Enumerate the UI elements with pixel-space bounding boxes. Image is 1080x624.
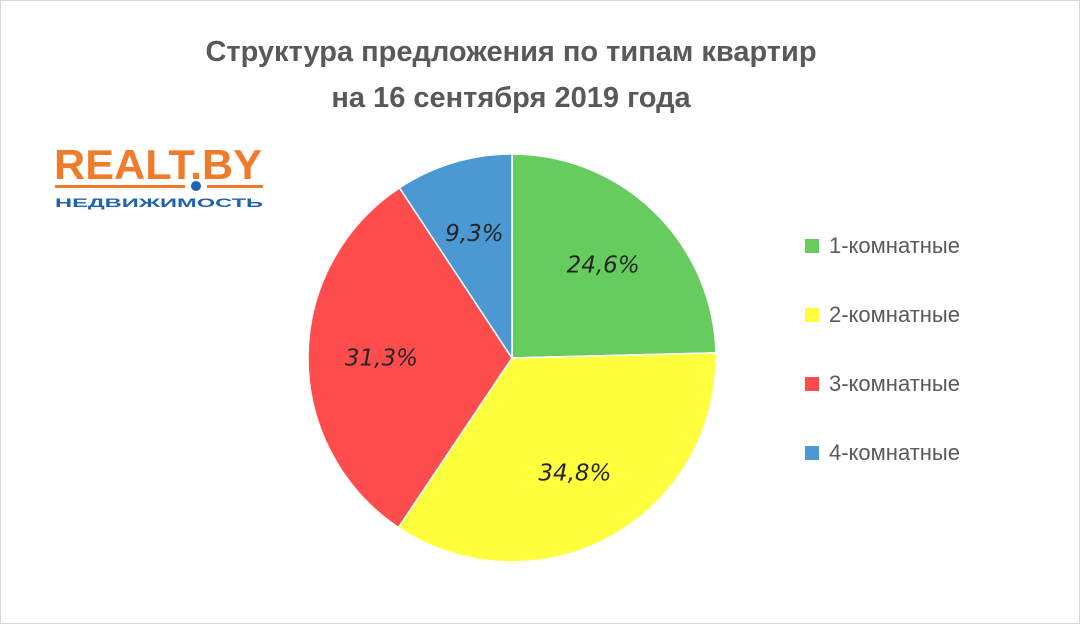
legend-swatch xyxy=(805,239,819,253)
legend-swatch xyxy=(805,377,819,391)
legend-item: 2-комнатные xyxy=(805,300,960,330)
legend-label: 2-комнатные xyxy=(829,302,960,327)
legend-label: 4-комнатные xyxy=(829,440,960,465)
logo-subtitle: НЕДВИЖИМОСТЬ xyxy=(55,196,264,210)
realt-by-logo: REALT.BY НЕДВИЖИМОСТЬ xyxy=(54,141,264,210)
legend-item: 1-комнатные xyxy=(805,231,960,261)
pie-slice xyxy=(398,153,513,361)
chart-title: Структура предложения по типам квартир н… xyxy=(1,29,1021,121)
pie-slice xyxy=(397,352,717,563)
chart-title-line-1: Структура предложения по типам квартир xyxy=(205,36,817,68)
slice-value-label: 31,3% xyxy=(345,346,418,372)
legend-swatch xyxy=(805,446,819,460)
slice-value-label: 24,6% xyxy=(567,253,640,279)
logo-wordmark: REALT.BY xyxy=(54,141,262,188)
pie-slice xyxy=(307,186,513,529)
slice-value-label: 9,3% xyxy=(445,221,503,247)
chart-title-line-2: на 16 сентября 2019 года xyxy=(331,82,691,114)
pie-slice xyxy=(511,153,717,359)
legend-item: 3-комнатные xyxy=(805,369,960,399)
logo-underline xyxy=(55,185,185,188)
legend-swatch xyxy=(805,308,819,322)
logo-dot xyxy=(191,181,201,191)
legend-item: 4-комнатные xyxy=(805,438,960,468)
logo-underline xyxy=(207,185,263,188)
slice-value-label: 34,8% xyxy=(538,460,611,486)
legend-label: 3-комнатные xyxy=(829,371,960,396)
legend-label: 1-комнатные xyxy=(829,233,960,258)
